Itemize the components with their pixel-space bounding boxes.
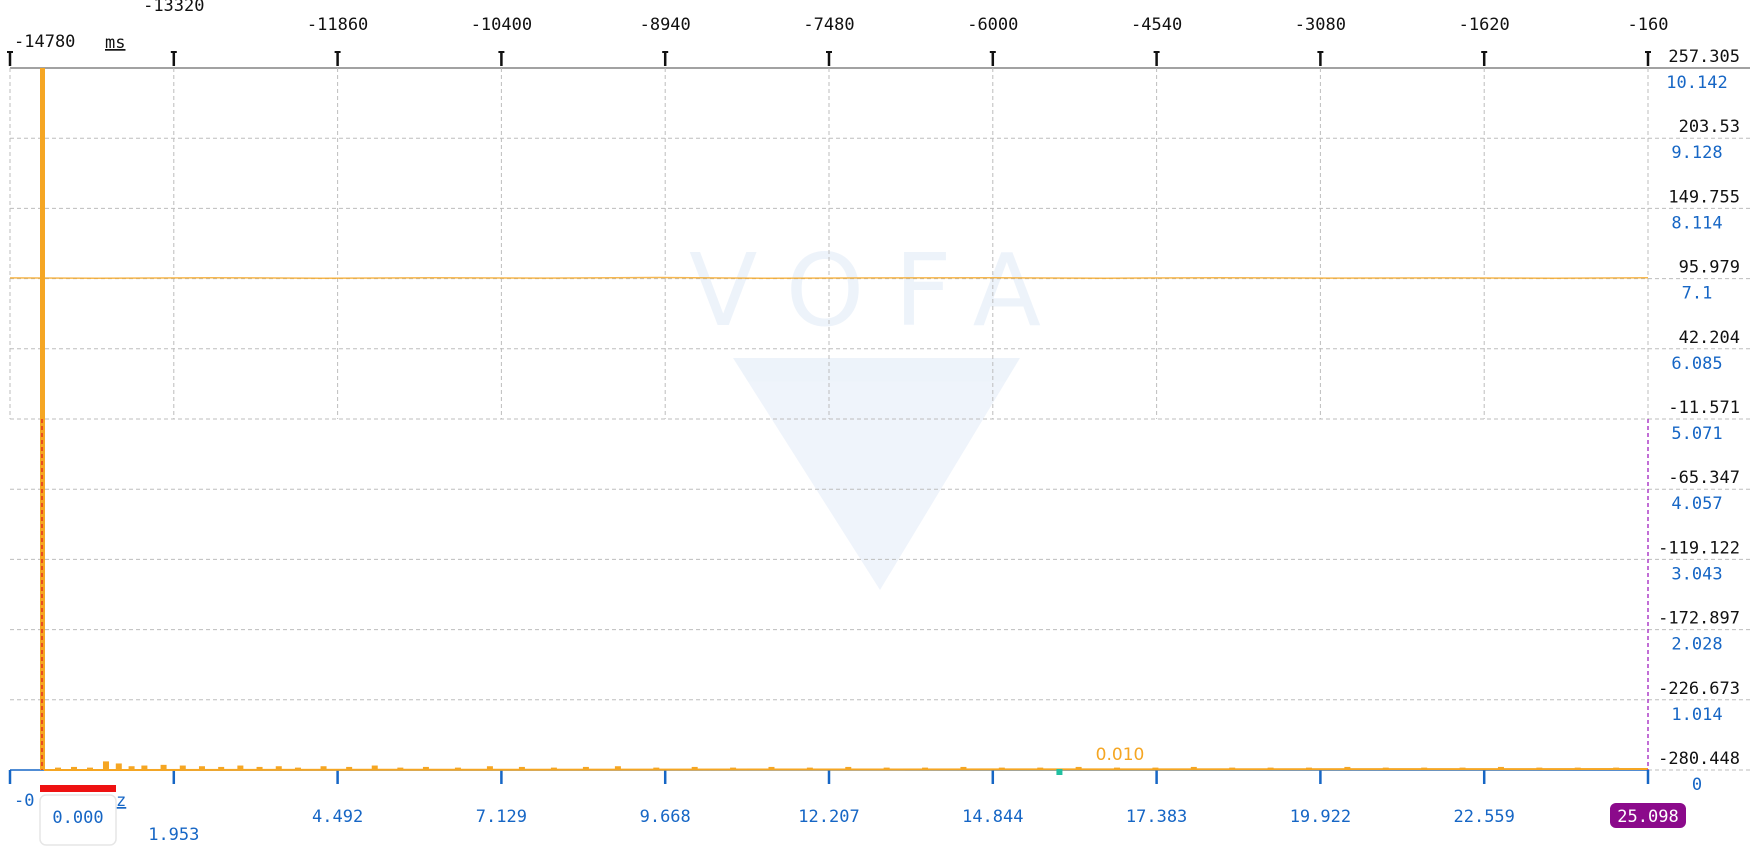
spectrum-bar <box>486 766 493 770</box>
spectrum-bar <box>115 763 122 770</box>
left-axis-label: -280.448 <box>1658 749 1740 769</box>
spectrum-bar <box>102 761 109 770</box>
right-axis-label: 3.043 <box>1671 564 1722 584</box>
vofa-watermark: VOFA <box>689 232 1071 590</box>
watermark-text: VOFA <box>689 232 1071 349</box>
red-selection-bar[interactable] <box>40 785 116 792</box>
freq-axis-start-label: -0 <box>14 791 34 811</box>
left-axis-label: -65.347 <box>1668 468 1740 488</box>
left-axis-label: -172.897 <box>1658 609 1740 629</box>
spectrum-bar <box>141 765 148 770</box>
freq-tick-label: 1.953 <box>148 825 199 845</box>
left-axis-label: 149.755 <box>1668 187 1740 207</box>
freq-tick-label: 12.207 <box>798 807 859 827</box>
cursor-value-label: 0.010 <box>1096 745 1145 765</box>
time-tick-label: -6000 <box>967 15 1018 35</box>
selected-end-label: 25.098 <box>1617 807 1678 827</box>
spectrum-bar <box>371 765 378 770</box>
selected-start-label: 0.000 <box>52 808 103 828</box>
right-axis-label: 1.014 <box>1671 705 1722 725</box>
spectrum-bar <box>198 766 205 770</box>
spectrum-baseline <box>43 768 1649 771</box>
selected-end-badge[interactable]: 25.098 <box>1610 803 1686 828</box>
right-axis-label: 6.085 <box>1671 354 1722 374</box>
freq-tick-label: 19.922 <box>1290 807 1351 827</box>
freq-tick-label: 22.559 <box>1453 807 1514 827</box>
spectrum-bar <box>346 766 353 770</box>
spectrum-bar <box>845 766 852 770</box>
right-axis-label: 0 <box>1692 775 1702 795</box>
right-axis-label: 5.071 <box>1671 424 1722 444</box>
time-tick-label: -14780 <box>14 32 75 52</box>
freq-tick-label: 9.668 <box>640 807 691 827</box>
spectrum-bar <box>294 767 301 770</box>
spectrum-bar <box>422 766 429 770</box>
right-axis-label: 10.142 <box>1666 73 1727 93</box>
spectrum-bar <box>582 766 589 770</box>
freq-tick-label: 17.383 <box>1126 807 1187 827</box>
left-axis-label: 95.979 <box>1679 258 1740 278</box>
spectrum-bar <box>614 766 621 770</box>
freq-axis-unit-fragment[interactable]: z <box>116 791 126 811</box>
spectrum-bar <box>218 766 225 770</box>
left-axis-label: -11.571 <box>1668 398 1740 418</box>
selected-start-box[interactable]: 0.000 <box>39 794 117 846</box>
freq-tick-label: 4.492 <box>312 807 363 827</box>
time-tick-label: -8940 <box>640 15 691 35</box>
time-tick-label: -1620 <box>1459 15 1510 35</box>
spectrum-bar <box>691 766 698 770</box>
right-axis-label: 9.128 <box>1671 143 1722 163</box>
spectrum-bar <box>237 765 244 770</box>
left-axis-label: 42.204 <box>1679 328 1740 348</box>
spectrum-bar <box>179 765 186 770</box>
spectrum-bar <box>160 764 167 770</box>
grid-lines <box>9 67 1750 771</box>
time-tick-label: -13320 <box>143 0 204 16</box>
markers[interactable] <box>41 419 1649 775</box>
left-axis-label: -226.673 <box>1658 679 1740 699</box>
time-tick-label: -3080 <box>1295 15 1346 35</box>
right-axis-label: 4.057 <box>1671 494 1722 514</box>
right-axis-label: 7.1 <box>1682 284 1713 304</box>
time-tick-label: -10400 <box>471 15 532 35</box>
spectrum-bar <box>54 767 61 770</box>
time-tick-label: -7480 <box>803 15 854 35</box>
freq-tick-label: 7.129 <box>476 807 527 827</box>
time-tick-label: -160 <box>1628 15 1669 35</box>
right-axis-label: 8.114 <box>1671 213 1722 233</box>
spectrum-bar <box>128 766 135 770</box>
spectrum-bar <box>275 766 282 770</box>
left-axis-label: -119.122 <box>1658 538 1740 558</box>
freq-tick-label: 14.844 <box>962 807 1023 827</box>
spectrum-bar <box>86 767 93 770</box>
time-axis-unit: ms <box>105 33 125 53</box>
spectrum-bar <box>768 766 775 770</box>
time-tick-label: -11860 <box>307 15 368 35</box>
cursor-point[interactable] <box>1056 769 1063 775</box>
time-tick-label: -4540 <box>1131 15 1182 35</box>
time-signal-line <box>9 276 1649 280</box>
spectrum-bar <box>320 766 327 770</box>
watermark-logo-shape <box>733 358 1020 590</box>
left-axis-label: 203.53 <box>1679 117 1740 137</box>
right-axis-label: 2.028 <box>1671 635 1722 655</box>
left-axis-label: 257.305 <box>1668 47 1740 67</box>
spectrum-bar <box>256 766 263 770</box>
spectrum-bar <box>518 766 525 770</box>
spectrum-bar <box>70 766 77 770</box>
